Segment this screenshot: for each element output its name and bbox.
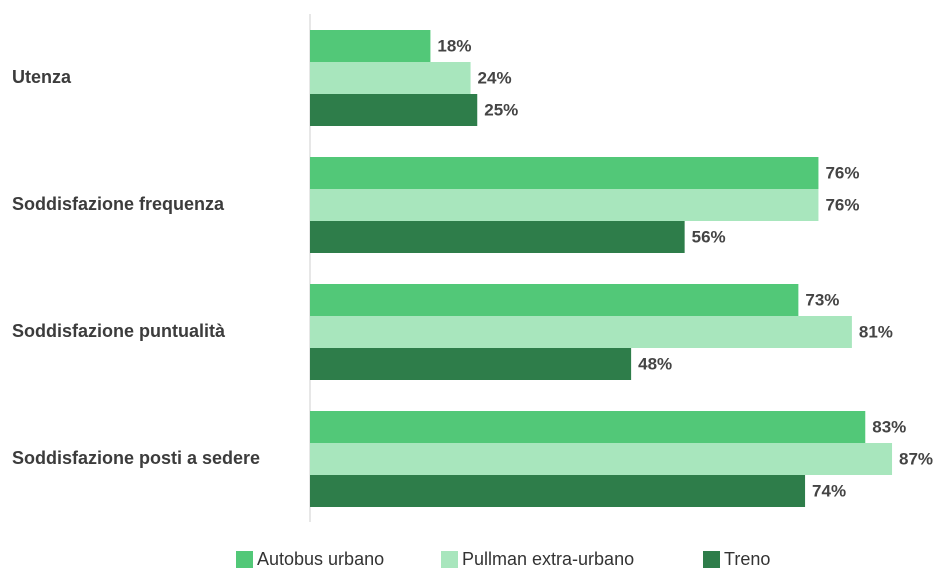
bar xyxy=(310,62,471,94)
legend-swatch xyxy=(236,551,253,568)
bar xyxy=(310,411,866,443)
bar xyxy=(310,30,431,62)
value-label: 48% xyxy=(638,354,672,373)
legend-label: Autobus urbano xyxy=(257,549,384,569)
value-label: 76% xyxy=(825,163,859,182)
category-label: Soddisfazione puntualità xyxy=(12,321,226,341)
category-label: Soddisfazione posti a sedere xyxy=(12,448,260,468)
value-label: 25% xyxy=(484,100,518,119)
bar xyxy=(310,94,478,126)
bar xyxy=(310,475,806,507)
value-label: 73% xyxy=(805,290,839,309)
legend-swatch xyxy=(441,551,458,568)
value-label: 76% xyxy=(825,195,859,214)
value-label: 18% xyxy=(437,36,471,55)
bar xyxy=(310,157,819,189)
legend-label: Pullman extra-urbano xyxy=(462,549,634,569)
bar xyxy=(310,348,632,380)
value-label: 81% xyxy=(859,322,893,341)
category-label: Soddisfazione frequenza xyxy=(12,194,225,214)
value-label: 87% xyxy=(899,449,933,468)
legend-swatch xyxy=(703,551,720,568)
bar xyxy=(310,284,799,316)
category-label: Utenza xyxy=(12,67,72,87)
bar xyxy=(310,189,819,221)
value-label: 24% xyxy=(478,68,512,87)
value-label: 74% xyxy=(812,481,846,500)
bar xyxy=(310,316,852,348)
bar xyxy=(310,443,893,475)
value-label: 83% xyxy=(872,417,906,436)
value-label: 56% xyxy=(692,227,726,246)
legend-label: Treno xyxy=(724,549,770,569)
bar xyxy=(310,221,685,253)
